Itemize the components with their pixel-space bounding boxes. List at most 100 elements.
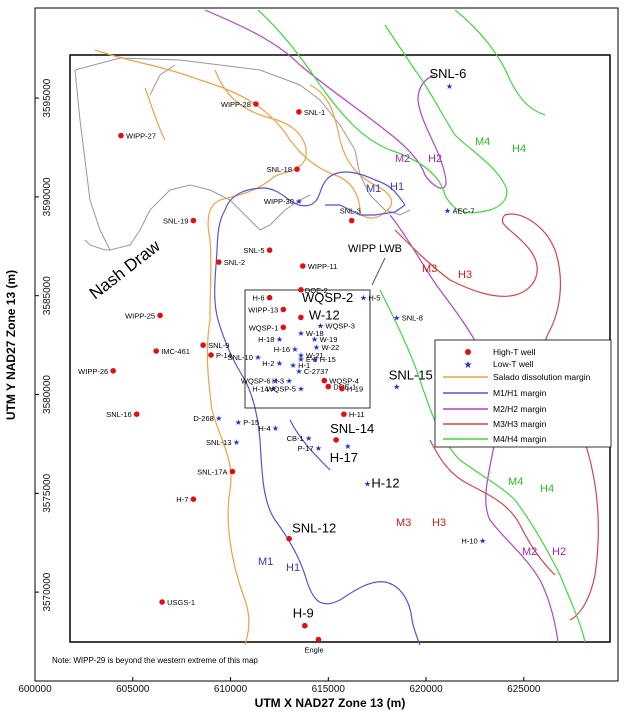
legend-high-t-label: High-T well — [493, 347, 535, 357]
x-tick-label-0: 600000 — [18, 684, 52, 695]
axes-frame — [34, 7, 619, 682]
well-label-h-19: H-19 — [347, 385, 363, 394]
well-label-w-22: W-22 — [322, 343, 340, 352]
high-t-well-snl-5 — [266, 247, 273, 253]
well-markers: WIPP-28 SNL-1 WIPP-27 SNL-18 SNL-19 SNL-3 SNL-… — [78, 66, 486, 654]
well-label-p-15: P-15 — [243, 418, 259, 427]
well-label-h-1: H-1 — [298, 361, 310, 370]
well-label-wipp-26: WIPP-26 — [78, 367, 108, 376]
low-t-well-p-17: ★ — [315, 444, 322, 453]
high-t-well-snl-9 — [200, 342, 206, 348]
well-label-h-14: H-14 — [252, 385, 268, 394]
m3h3-margin — [394, 213, 599, 621]
high-t-well-doe-2 — [298, 287, 304, 293]
high-t-well-h-11 — [341, 411, 347, 418]
high-t-well-imc-461 — [153, 348, 159, 354]
low-t-well-snl-10: ★ — [254, 353, 261, 362]
well-label-wipp-30: WIPP-30 — [264, 197, 294, 206]
m4h4-margin — [257, 9, 586, 643]
high-t-well-w-12 — [298, 314, 304, 321]
low-t-well-h-14: ★ — [270, 385, 277, 394]
y-tick-label-2: 3585000 — [42, 276, 53, 315]
y-tick-label-1: 3590000 — [42, 177, 53, 216]
well-label-h-12: H-12 — [371, 475, 399, 490]
legend-m2h2-label: M2/H2 margin — [493, 404, 547, 414]
y-tick-label-3: 3580000 — [42, 375, 53, 414]
well-label-p-14: P-14 — [216, 351, 232, 360]
low-t-well-w-22: ★ — [313, 343, 320, 352]
well-label-snl-3: SNL-3 — [340, 207, 361, 216]
well-label-cb-1: CB-1 — [287, 434, 304, 443]
low-t-well-h-4: ★ — [272, 424, 279, 433]
well-label-w-19: W-19 — [320, 335, 338, 344]
well-label-h-15: H-15 — [320, 355, 336, 364]
well-label-wqsp-6: WQSP-6 — [241, 377, 271, 386]
well-label-snl-10: SNL-10 — [227, 353, 252, 362]
well-label-doe-2: DOE-2 — [305, 286, 328, 295]
margin-label-m1-top: M1 — [366, 183, 381, 195]
well-label-snl-16: SNL-16 — [106, 410, 131, 419]
wipp-lwb-box — [244, 289, 371, 409]
well-label-snl-13: SNL-13 — [206, 438, 231, 447]
low-t-well-h-10: ★ — [479, 537, 486, 546]
well-label-wqsp-4: WQSP-4 — [329, 377, 359, 386]
high-t-well-p-14 — [208, 352, 214, 358]
high-t-well-h-9 — [302, 622, 308, 629]
margin-label-h3-bot: H3 — [432, 517, 446, 529]
low-t-well-w-21: ★ — [297, 351, 304, 360]
well-label-h-7: H-7 — [176, 495, 188, 504]
wipp-lwb-label: WIPP LWB — [348, 243, 402, 255]
y-tick-label-4: 3575000 — [42, 473, 53, 512]
well-label-h-17: H-17 — [330, 450, 358, 465]
well-label-aec-7: AEC-7 — [453, 207, 475, 216]
well-label-h-6: H-6 — [253, 294, 265, 303]
low-t-well-w-19: ★ — [311, 335, 318, 344]
margin-label-m3-top: M3 — [422, 263, 437, 275]
low-t-well-snl-8: ★ — [393, 313, 400, 322]
well-label-h-3: H-3 — [272, 377, 284, 386]
high-t-well-wipp-28 — [253, 101, 259, 107]
low-t-well-h-16: ★ — [291, 345, 298, 354]
margin-label-h4-top: H4 — [512, 143, 526, 155]
outline-gray — [74, 57, 411, 251]
well-label-h-5: H-5 — [368, 294, 380, 303]
well-label-w-18: W-18 — [306, 329, 324, 338]
legend-low-t-marker: ★ — [464, 360, 473, 371]
low-t-well-h-5: ★ — [360, 294, 367, 303]
x-axis-title: UTM X NAD27 Zone 13 (m) — [255, 696, 406, 710]
well-label-wipp-25: WIPP-25 — [125, 311, 155, 320]
well-label-h-2: H-2 — [262, 359, 274, 368]
high-t-well-wipp-27 — [118, 132, 124, 139]
low-t-well-w-18: ★ — [297, 329, 304, 338]
low-t-well-wqsp-6: ★ — [272, 377, 279, 386]
margin-label-h1-top: H1 — [390, 181, 404, 193]
high-t-well-wipp-25 — [157, 312, 163, 319]
m1h1-margin — [214, 171, 421, 646]
well-label-e-9: E-9 — [306, 355, 318, 364]
well-label-h-9: H-9 — [293, 606, 314, 621]
salado-margin — [94, 49, 393, 646]
well-label-usgs-1: USGS-1 — [167, 598, 195, 607]
well-label-h-18: H-18 — [258, 335, 274, 344]
high-t-well-snl-2 — [216, 259, 222, 265]
well-label-w-12: W-12 — [309, 307, 340, 322]
high-t-well-snl-19 — [190, 217, 197, 224]
high-t-well-wipp-13 — [280, 306, 287, 313]
low-t-well-wipp-30: ★ — [295, 197, 302, 206]
low-t-well-snl-6: ★ — [446, 82, 453, 91]
margin-label-m4-top: M4 — [475, 136, 490, 148]
well-label-wqsp-3: WQSP-3 — [325, 321, 355, 330]
high-t-well-wqsp-1 — [280, 324, 287, 331]
well-label-wqsp-1: WQSP-1 — [249, 323, 279, 332]
high-t-well-wqsp-4 — [321, 377, 328, 384]
high-t-well-snl-18 — [294, 166, 300, 172]
well-label-snl-1: SNL-1 — [304, 108, 325, 117]
well-label-snl-12: SNL-12 — [292, 521, 336, 536]
y-tick-label-0: 3595000 — [42, 78, 53, 117]
well-label-wqsp-2: WQSP-2 — [302, 290, 353, 305]
legend-m3h3-label: M3/H3 margin — [493, 419, 547, 429]
well-label-snl-18: SNL-18 — [267, 165, 292, 174]
margin-label-h2-top: H2 — [428, 153, 442, 165]
margin-label-m3-bot: M3 — [396, 517, 411, 529]
